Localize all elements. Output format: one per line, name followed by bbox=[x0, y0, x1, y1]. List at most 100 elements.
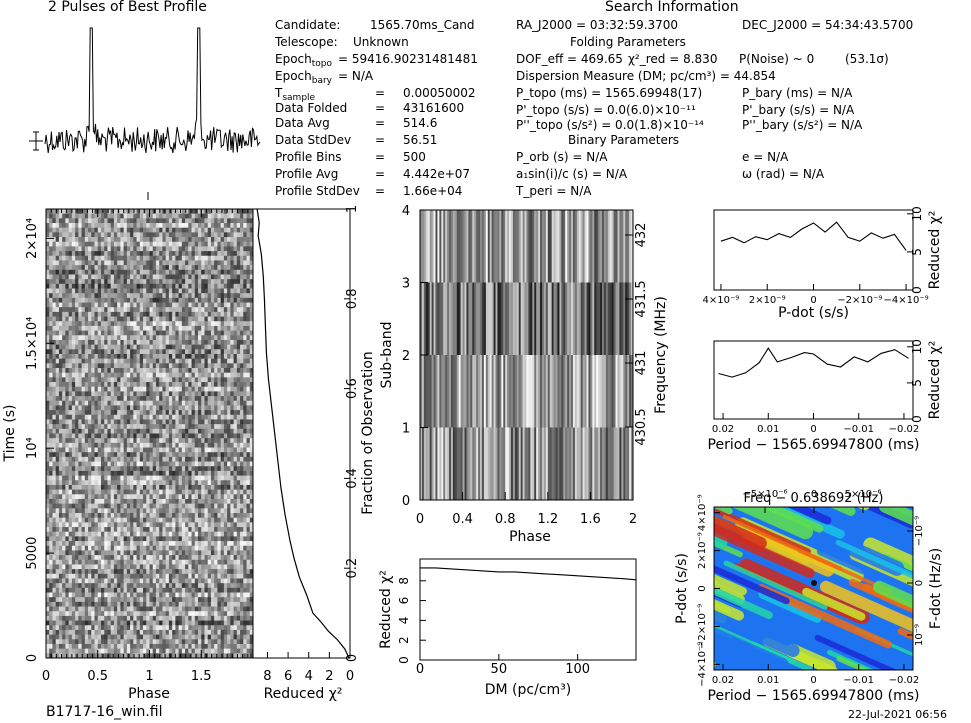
time-phase-cell bbox=[88, 344, 92, 350]
time-phase-cell bbox=[243, 279, 247, 285]
time-phase-cell bbox=[58, 531, 63, 537]
time-phase-cell bbox=[220, 358, 225, 364]
time-phase-cell bbox=[191, 209, 196, 215]
time-phase-cell bbox=[236, 475, 241, 481]
time-phase-cell bbox=[230, 368, 234, 374]
time-phase-cell bbox=[146, 452, 150, 458]
tsample-label: Tsample bbox=[275, 86, 316, 103]
time-phase-cell bbox=[126, 508, 131, 514]
time-phase-cell bbox=[117, 218, 121, 224]
time-phase-cell bbox=[246, 424, 251, 430]
time-phase-cell bbox=[159, 475, 163, 481]
time-phase-cell bbox=[198, 456, 202, 462]
time-phase-cell bbox=[249, 227, 254, 233]
time-phase-cell bbox=[188, 213, 192, 219]
time-phase-cell bbox=[71, 447, 76, 453]
time-phase-cell bbox=[201, 536, 205, 542]
time-phase-cell bbox=[58, 232, 63, 238]
time-phase-cell bbox=[46, 293, 50, 299]
time-phase-cell bbox=[100, 344, 105, 350]
time-phase-cell bbox=[120, 386, 125, 392]
time-phase-cell bbox=[81, 279, 86, 285]
time-phase-cell bbox=[146, 269, 150, 275]
time-phase-cell bbox=[120, 339, 125, 346]
eq-sign: = bbox=[375, 167, 386, 181]
time-phase-cell bbox=[181, 564, 186, 570]
time-phase-cell bbox=[236, 494, 241, 500]
time-phase-cell bbox=[220, 237, 225, 243]
time-phase-cell bbox=[217, 396, 222, 402]
time-phase-cell bbox=[217, 531, 222, 537]
time-phase-cell bbox=[97, 428, 102, 434]
time-phase-cell bbox=[52, 344, 57, 350]
time-phase-cell bbox=[227, 232, 231, 238]
time-phase-cell bbox=[78, 466, 82, 472]
time-phase-cell bbox=[68, 438, 73, 444]
time-phase-cell bbox=[49, 391, 53, 397]
time-phase-cell bbox=[204, 555, 209, 561]
time-phase-cell bbox=[172, 541, 176, 547]
time-phase-cell bbox=[162, 484, 167, 491]
time-phase-cell bbox=[246, 372, 251, 378]
time-phase-cell bbox=[149, 428, 154, 434]
time-phase-cell bbox=[214, 410, 218, 416]
time-phase-cell bbox=[84, 330, 89, 336]
time-phase-cell bbox=[65, 223, 70, 229]
time-phase-cell bbox=[117, 241, 121, 247]
time-phase-cell bbox=[81, 433, 86, 439]
time-phase-cell bbox=[178, 325, 183, 332]
time-phase-cell bbox=[246, 480, 251, 486]
time-phase-cell bbox=[97, 531, 102, 537]
time-phase-cell bbox=[52, 400, 57, 406]
time-phase-cell bbox=[143, 232, 147, 238]
time-phase-cell bbox=[65, 424, 70, 430]
time-phase-cell bbox=[194, 363, 199, 369]
time-phase-cell bbox=[240, 237, 244, 243]
time-phase-cell bbox=[165, 456, 170, 462]
time-phase-cell bbox=[152, 321, 157, 327]
time-phase-cell bbox=[136, 442, 141, 448]
time-phase-cell bbox=[230, 489, 234, 495]
time-phase-cell bbox=[178, 368, 183, 374]
time-phase-cell bbox=[113, 442, 118, 448]
time-phase-cell bbox=[68, 302, 73, 308]
time-phase-cell bbox=[130, 213, 134, 219]
time-phase-cell bbox=[181, 279, 186, 285]
time-phase-cell bbox=[236, 545, 241, 551]
time-phase-cell bbox=[55, 433, 60, 439]
time-phase-cell bbox=[217, 480, 222, 486]
time-phase-cell bbox=[194, 283, 199, 289]
time-phase-cell bbox=[191, 522, 196, 528]
time-phase-cell bbox=[133, 321, 137, 327]
time-phase-cell bbox=[71, 428, 76, 434]
time-phase-cell bbox=[168, 293, 173, 299]
time-phase-cell bbox=[71, 363, 76, 369]
time-phase-cell bbox=[94, 396, 99, 402]
time-phase-cell bbox=[220, 386, 225, 392]
time-phase-cell bbox=[191, 283, 196, 289]
time-phase-cell bbox=[120, 522, 125, 528]
time-phase-cell bbox=[220, 527, 225, 533]
time-phase-cell bbox=[233, 391, 238, 397]
time-phase-cell bbox=[185, 424, 189, 430]
time-phase-cell bbox=[240, 475, 244, 481]
time-phase-cell bbox=[152, 414, 157, 420]
time-phase-cell bbox=[100, 475, 105, 481]
time-phase-cell bbox=[107, 541, 112, 547]
time-phase-cell bbox=[207, 213, 212, 219]
time-phase-cell bbox=[165, 475, 170, 481]
time-phase-cell bbox=[110, 344, 115, 350]
time-phase-cell bbox=[240, 209, 244, 215]
time-phase-cell bbox=[58, 452, 63, 458]
time-phase-cell bbox=[55, 209, 60, 215]
time-phase-cell bbox=[165, 410, 170, 416]
time-phase-cell bbox=[172, 279, 176, 285]
time-phase-cell bbox=[110, 213, 115, 219]
time-phase-cell bbox=[100, 330, 105, 336]
time-phase-cell bbox=[136, 555, 141, 561]
time-phase-cell bbox=[49, 442, 53, 448]
time-phase-cell bbox=[120, 396, 125, 402]
time-phase-cell bbox=[71, 424, 76, 430]
time-phase-cell bbox=[159, 559, 163, 565]
time-phase-cell bbox=[117, 424, 121, 430]
